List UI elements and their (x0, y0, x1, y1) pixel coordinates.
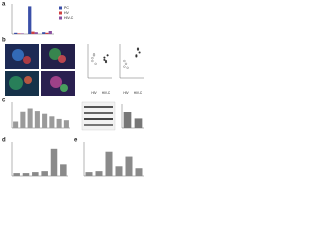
panel-label: e (74, 138, 78, 144)
bar (20, 33, 24, 34)
bar (14, 32, 18, 34)
group-label: HIV (91, 91, 97, 95)
bar (123, 112, 132, 128)
point (103, 56, 106, 59)
bar (17, 33, 21, 34)
bar (31, 31, 35, 34)
bar (56, 118, 62, 128)
axes (11, 4, 54, 35)
axes (119, 44, 144, 79)
micrographs (5, 44, 75, 96)
bar (115, 166, 123, 176)
bar (95, 171, 103, 176)
bar (34, 111, 40, 128)
bar (45, 32, 49, 34)
group-label: HIV (123, 91, 129, 95)
legend-swatch (59, 11, 62, 15)
panel-label: d (2, 138, 6, 144)
point (126, 66, 129, 69)
axes (87, 44, 112, 79)
bar (134, 118, 143, 128)
bar (50, 148, 58, 176)
bar (42, 32, 46, 34)
point (124, 62, 128, 65)
bar (125, 156, 133, 176)
legend-label: HIV-C (64, 16, 74, 20)
bar (49, 116, 55, 128)
bar (42, 113, 48, 128)
bar (22, 173, 30, 176)
bar (13, 121, 19, 128)
point (106, 54, 109, 57)
panel-label: b (2, 38, 6, 44)
legend-label: HV (64, 11, 70, 15)
point (94, 62, 97, 65)
bar (32, 172, 39, 176)
point (138, 51, 141, 54)
legend-label: PC (64, 6, 69, 10)
group-label: HIV-C (134, 91, 143, 95)
axes (83, 142, 144, 177)
point (91, 57, 94, 60)
point (104, 59, 108, 63)
point (136, 47, 140, 50)
group-label: HIV-C (102, 91, 111, 95)
point (103, 58, 106, 61)
point (91, 59, 94, 63)
western-blot (81, 101, 116, 131)
bar (28, 6, 32, 35)
bar (105, 151, 113, 176)
point (135, 55, 138, 58)
bar (27, 108, 33, 128)
bar (34, 32, 38, 34)
point (92, 53, 96, 56)
panel-label: c (2, 98, 6, 104)
point (123, 59, 126, 63)
point (123, 65, 126, 68)
bar (85, 172, 93, 176)
bar (41, 171, 48, 176)
panel-label: a (2, 2, 6, 8)
bar (48, 31, 52, 34)
axes (11, 142, 68, 177)
bar (63, 120, 69, 128)
bar (60, 164, 67, 176)
bar (20, 111, 26, 128)
legend-swatch (59, 6, 62, 10)
bar (135, 168, 143, 176)
bar (13, 173, 20, 176)
legend-swatch (59, 16, 62, 20)
